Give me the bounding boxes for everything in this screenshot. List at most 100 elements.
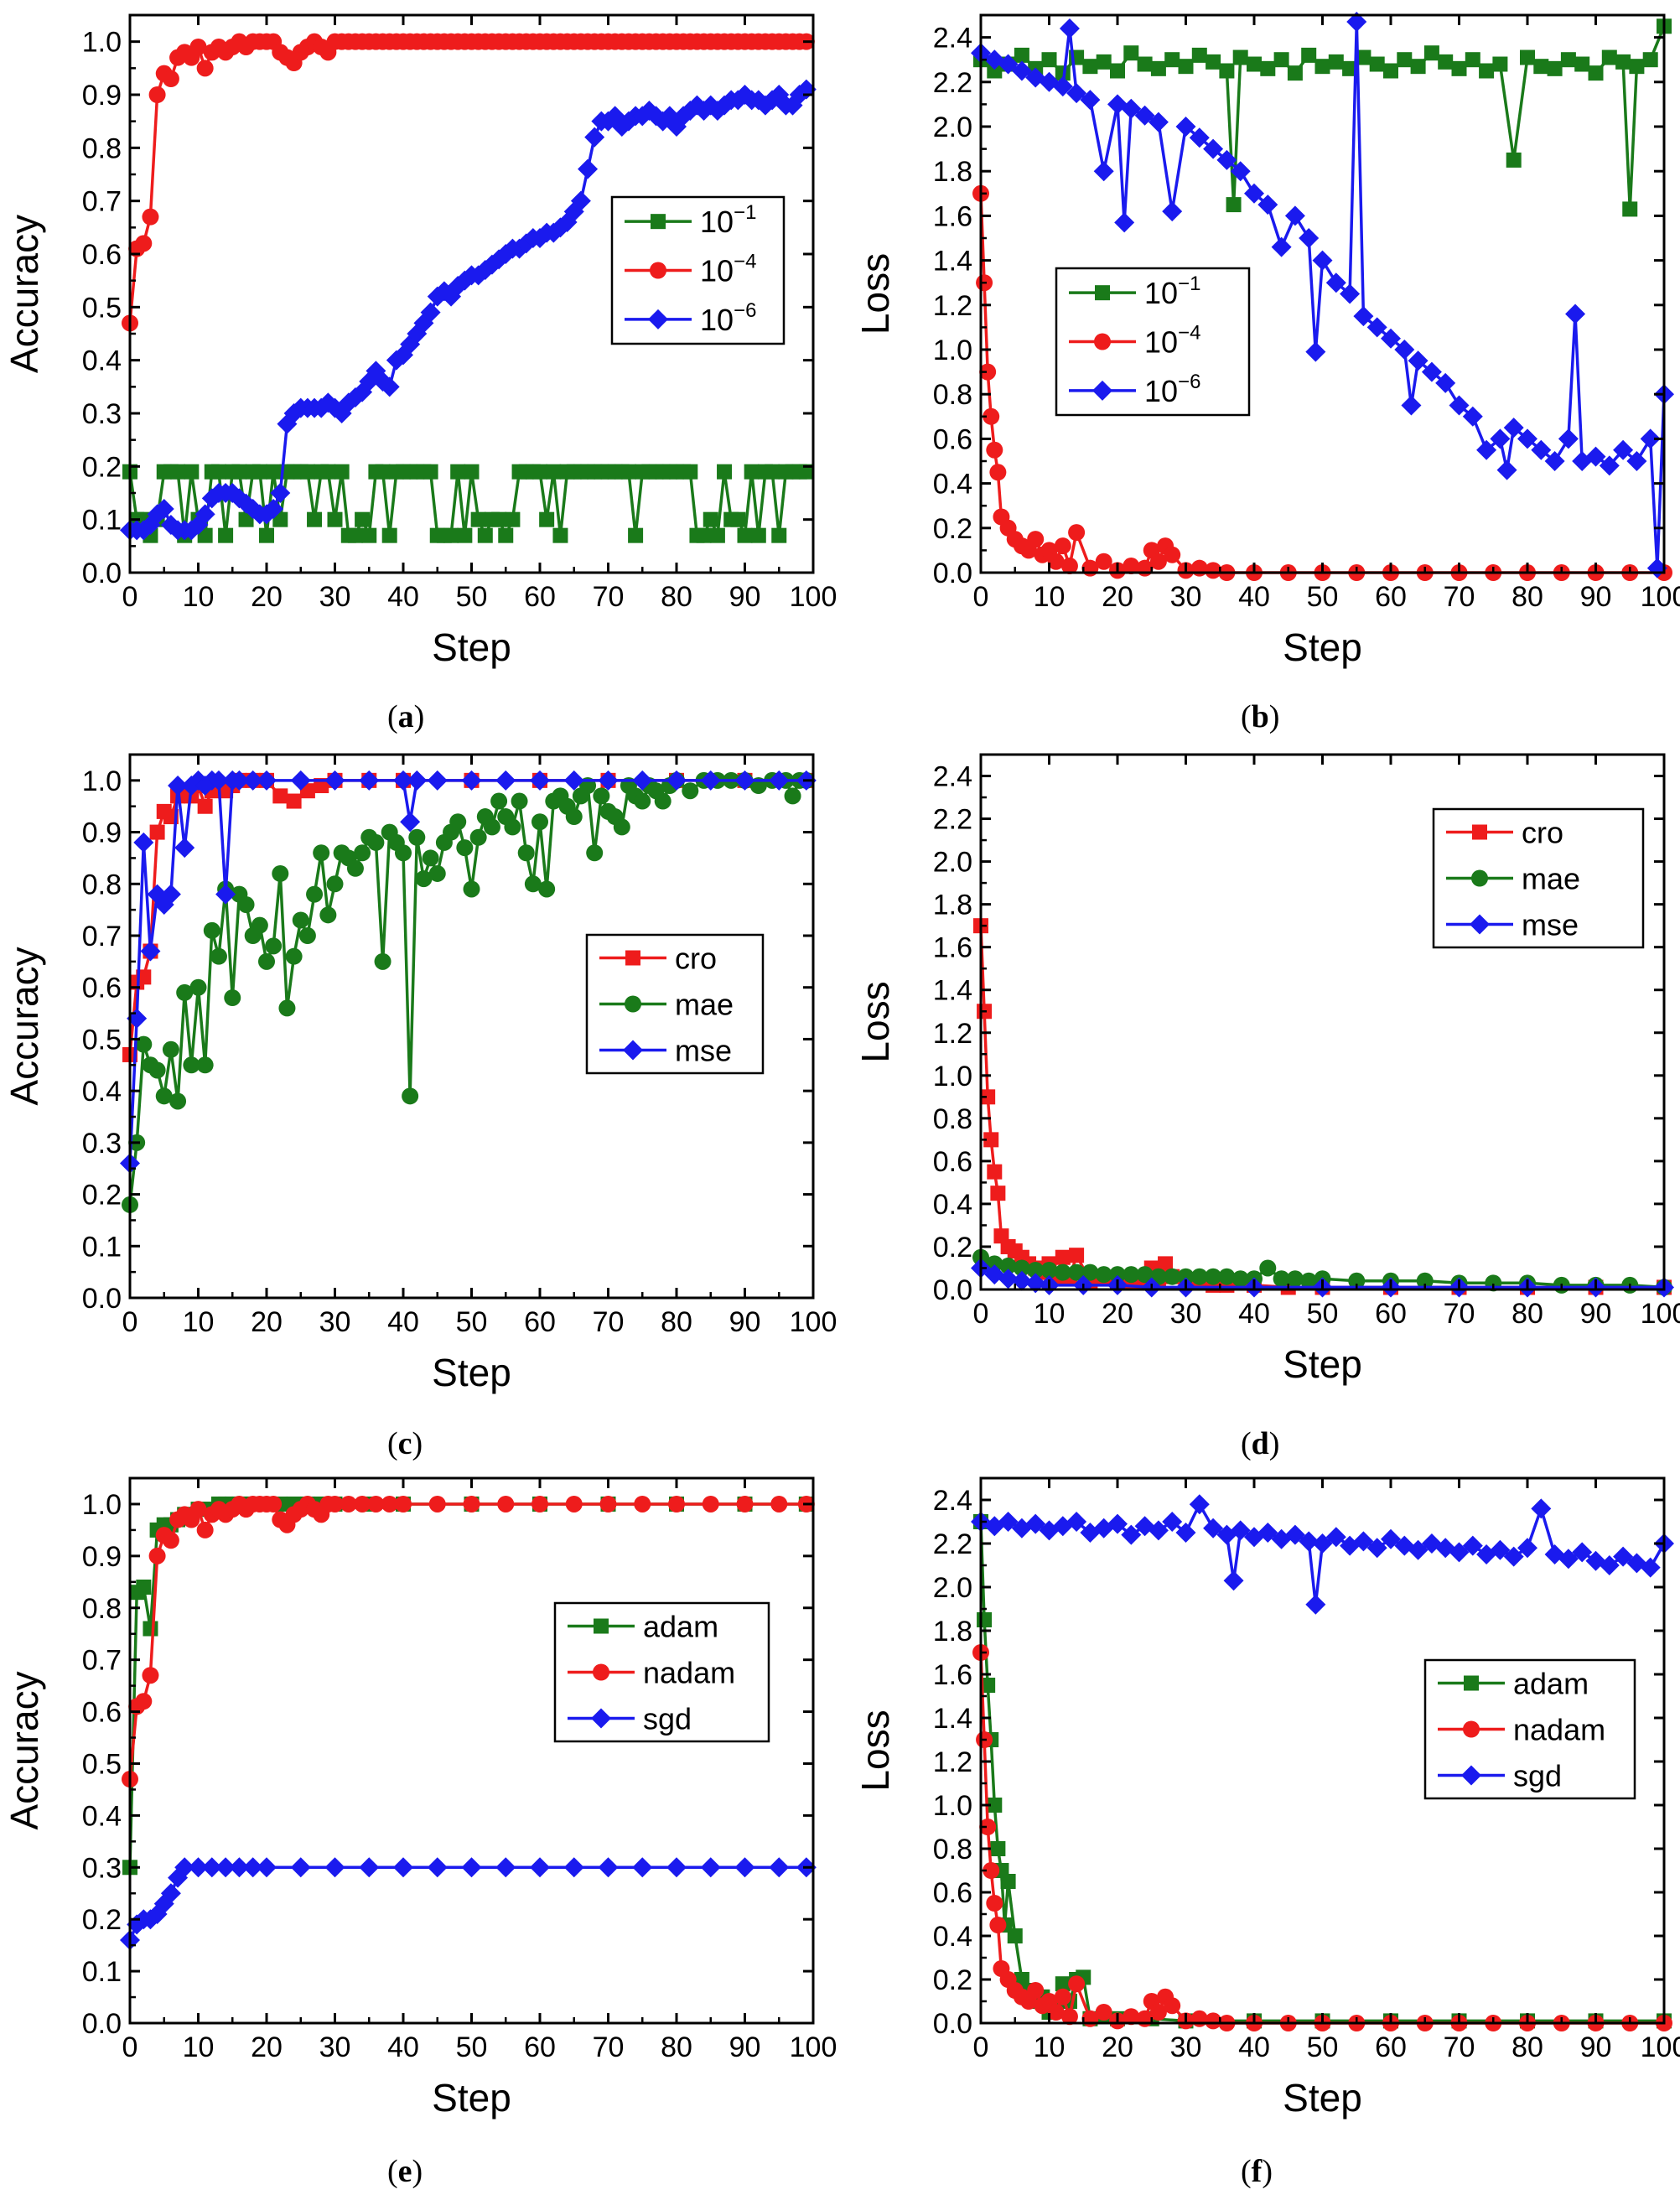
data-point-1 (1205, 1268, 1222, 1285)
data-point-2 (1189, 127, 1210, 148)
series-0 (122, 464, 814, 543)
data-point-1 (989, 464, 1007, 481)
data-point-1 (1040, 1262, 1058, 1279)
data-point-2 (1435, 372, 1456, 393)
legend-label-2: mse (675, 1034, 732, 1068)
data-point-0 (1007, 1928, 1023, 1943)
legend-label-0: cro (675, 942, 717, 976)
data-point-2 (1572, 1542, 1593, 1563)
data-point-2 (598, 1857, 619, 1878)
data-point-2 (1517, 1538, 1537, 1559)
data-point-1 (428, 1495, 446, 1512)
y-tick-label: 0.5 (82, 292, 122, 324)
data-point-0 (1096, 54, 1112, 70)
data-point-2 (1011, 1270, 1032, 1291)
caption-b: (b) (1241, 699, 1280, 734)
data-point-0 (251, 464, 267, 480)
data-point-1 (565, 1495, 583, 1512)
plot-frame (128, 1476, 815, 2025)
data-point-2 (1257, 1523, 1278, 1543)
data-point-2 (1613, 1546, 1634, 1567)
data-point-1 (224, 989, 241, 1007)
data-point-0 (1588, 65, 1604, 81)
data-point-2 (1059, 18, 1080, 39)
data-point-0 (750, 527, 766, 543)
data-point-1 (1027, 1262, 1045, 1279)
data-point-1 (148, 1061, 166, 1079)
data-point-1 (1027, 1982, 1045, 1999)
data-point-2 (194, 776, 215, 796)
data-point-2 (1366, 317, 1387, 338)
data-point-1 (189, 39, 207, 55)
data-point-2 (1011, 60, 1032, 81)
x-tick-label: 60 (1375, 581, 1407, 613)
data-point-2 (666, 770, 687, 791)
data-point-1 (196, 1521, 214, 1538)
data-point-1 (135, 235, 153, 252)
data-point-1 (1060, 2008, 1078, 2026)
data-point-2 (229, 1857, 250, 1878)
data-point-0 (266, 464, 282, 480)
data-point-2 (1312, 1533, 1333, 1554)
data-point-1 (463, 1495, 480, 1512)
data-point-2 (1114, 212, 1135, 233)
data-point-0 (1642, 52, 1658, 68)
x-tick-label: 40 (1238, 1298, 1270, 1330)
data-point-2 (290, 1857, 311, 1878)
data-point-2 (1394, 340, 1415, 360)
data-point-1 (983, 407, 1000, 425)
data-point-0 (709, 527, 725, 543)
data-point-0 (1629, 59, 1645, 75)
legend: adam nadam sgd (553, 1601, 770, 1743)
data-point-1 (1177, 1268, 1195, 1285)
x-tick-label: 0 (973, 2031, 989, 2063)
panel-c: 0 10 20 30 40 50 60 70 80 90 100 0.0 0.1 0.2 0.3 0.4 0.5… (0, 738, 838, 1417)
data-point-2 (1299, 1531, 1320, 1552)
data-point-2 (1626, 451, 1647, 471)
x-tick-label: 0 (122, 2031, 138, 2063)
x-tick-label: 80 (1511, 1298, 1543, 1330)
data-point-2 (1284, 205, 1305, 226)
data-point-0 (983, 1132, 999, 1148)
chart-e: 0 10 20 30 40 50 60 70 80 90 100 0.0 0.1 0.2 0.3 0.4 0.5… (3, 1476, 837, 2120)
data-point-2 (140, 941, 161, 962)
data-point-2 (181, 776, 202, 796)
data-point-2 (1284, 1524, 1305, 1545)
data-point-1 (1013, 1259, 1030, 1277)
data-point-1 (736, 1495, 754, 1512)
data-point-1 (1136, 1266, 1154, 1284)
plot-area (120, 1495, 817, 1950)
data-point-1 (1123, 2008, 1140, 2026)
x-tick-label: 20 (251, 581, 283, 613)
y-tick-label: 1.8 (933, 1616, 972, 1647)
data-point-0 (1465, 52, 1480, 68)
data-point-2 (495, 770, 516, 791)
data-point-1 (565, 808, 583, 826)
y-tick-label: 0.0 (933, 2008, 972, 2040)
legend-label-1: nadam (643, 1656, 735, 1690)
data-point-2 (700, 770, 721, 791)
data-point-1 (1259, 1259, 1277, 1277)
y-tick-label: 0.2 (933, 1232, 972, 1263)
plot-area (120, 770, 817, 1213)
legend-marker-0 (594, 1618, 609, 1634)
data-point-2 (632, 770, 653, 791)
data-point-2 (563, 1857, 584, 1878)
legend-label-2: mse (1522, 908, 1579, 942)
data-point-1 (586, 844, 604, 862)
data-point-0 (1055, 65, 1071, 81)
legend-marker-1 (1463, 1720, 1480, 1738)
x-tick-label: 0 (973, 1298, 989, 1330)
y-tick-label: 0.9 (82, 1541, 122, 1573)
y-tick-label: 0.0 (82, 558, 122, 589)
data-point-1 (1068, 1975, 1086, 1993)
data-point-2 (1203, 138, 1224, 159)
data-point-2 (427, 770, 448, 791)
y-tick-label: 0.4 (933, 1189, 972, 1221)
data-point-1 (354, 1495, 371, 1512)
y-tick-label: 1.0 (933, 335, 972, 366)
legend-label-1: 10−4 (1144, 322, 1200, 360)
data-point-0 (1451, 60, 1467, 76)
y-tick-label: 1.6 (933, 200, 972, 232)
legend-label-0: cro (1522, 816, 1563, 850)
